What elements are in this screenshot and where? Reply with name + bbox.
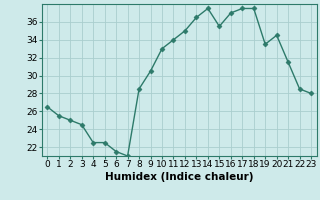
X-axis label: Humidex (Indice chaleur): Humidex (Indice chaleur) — [105, 172, 253, 182]
